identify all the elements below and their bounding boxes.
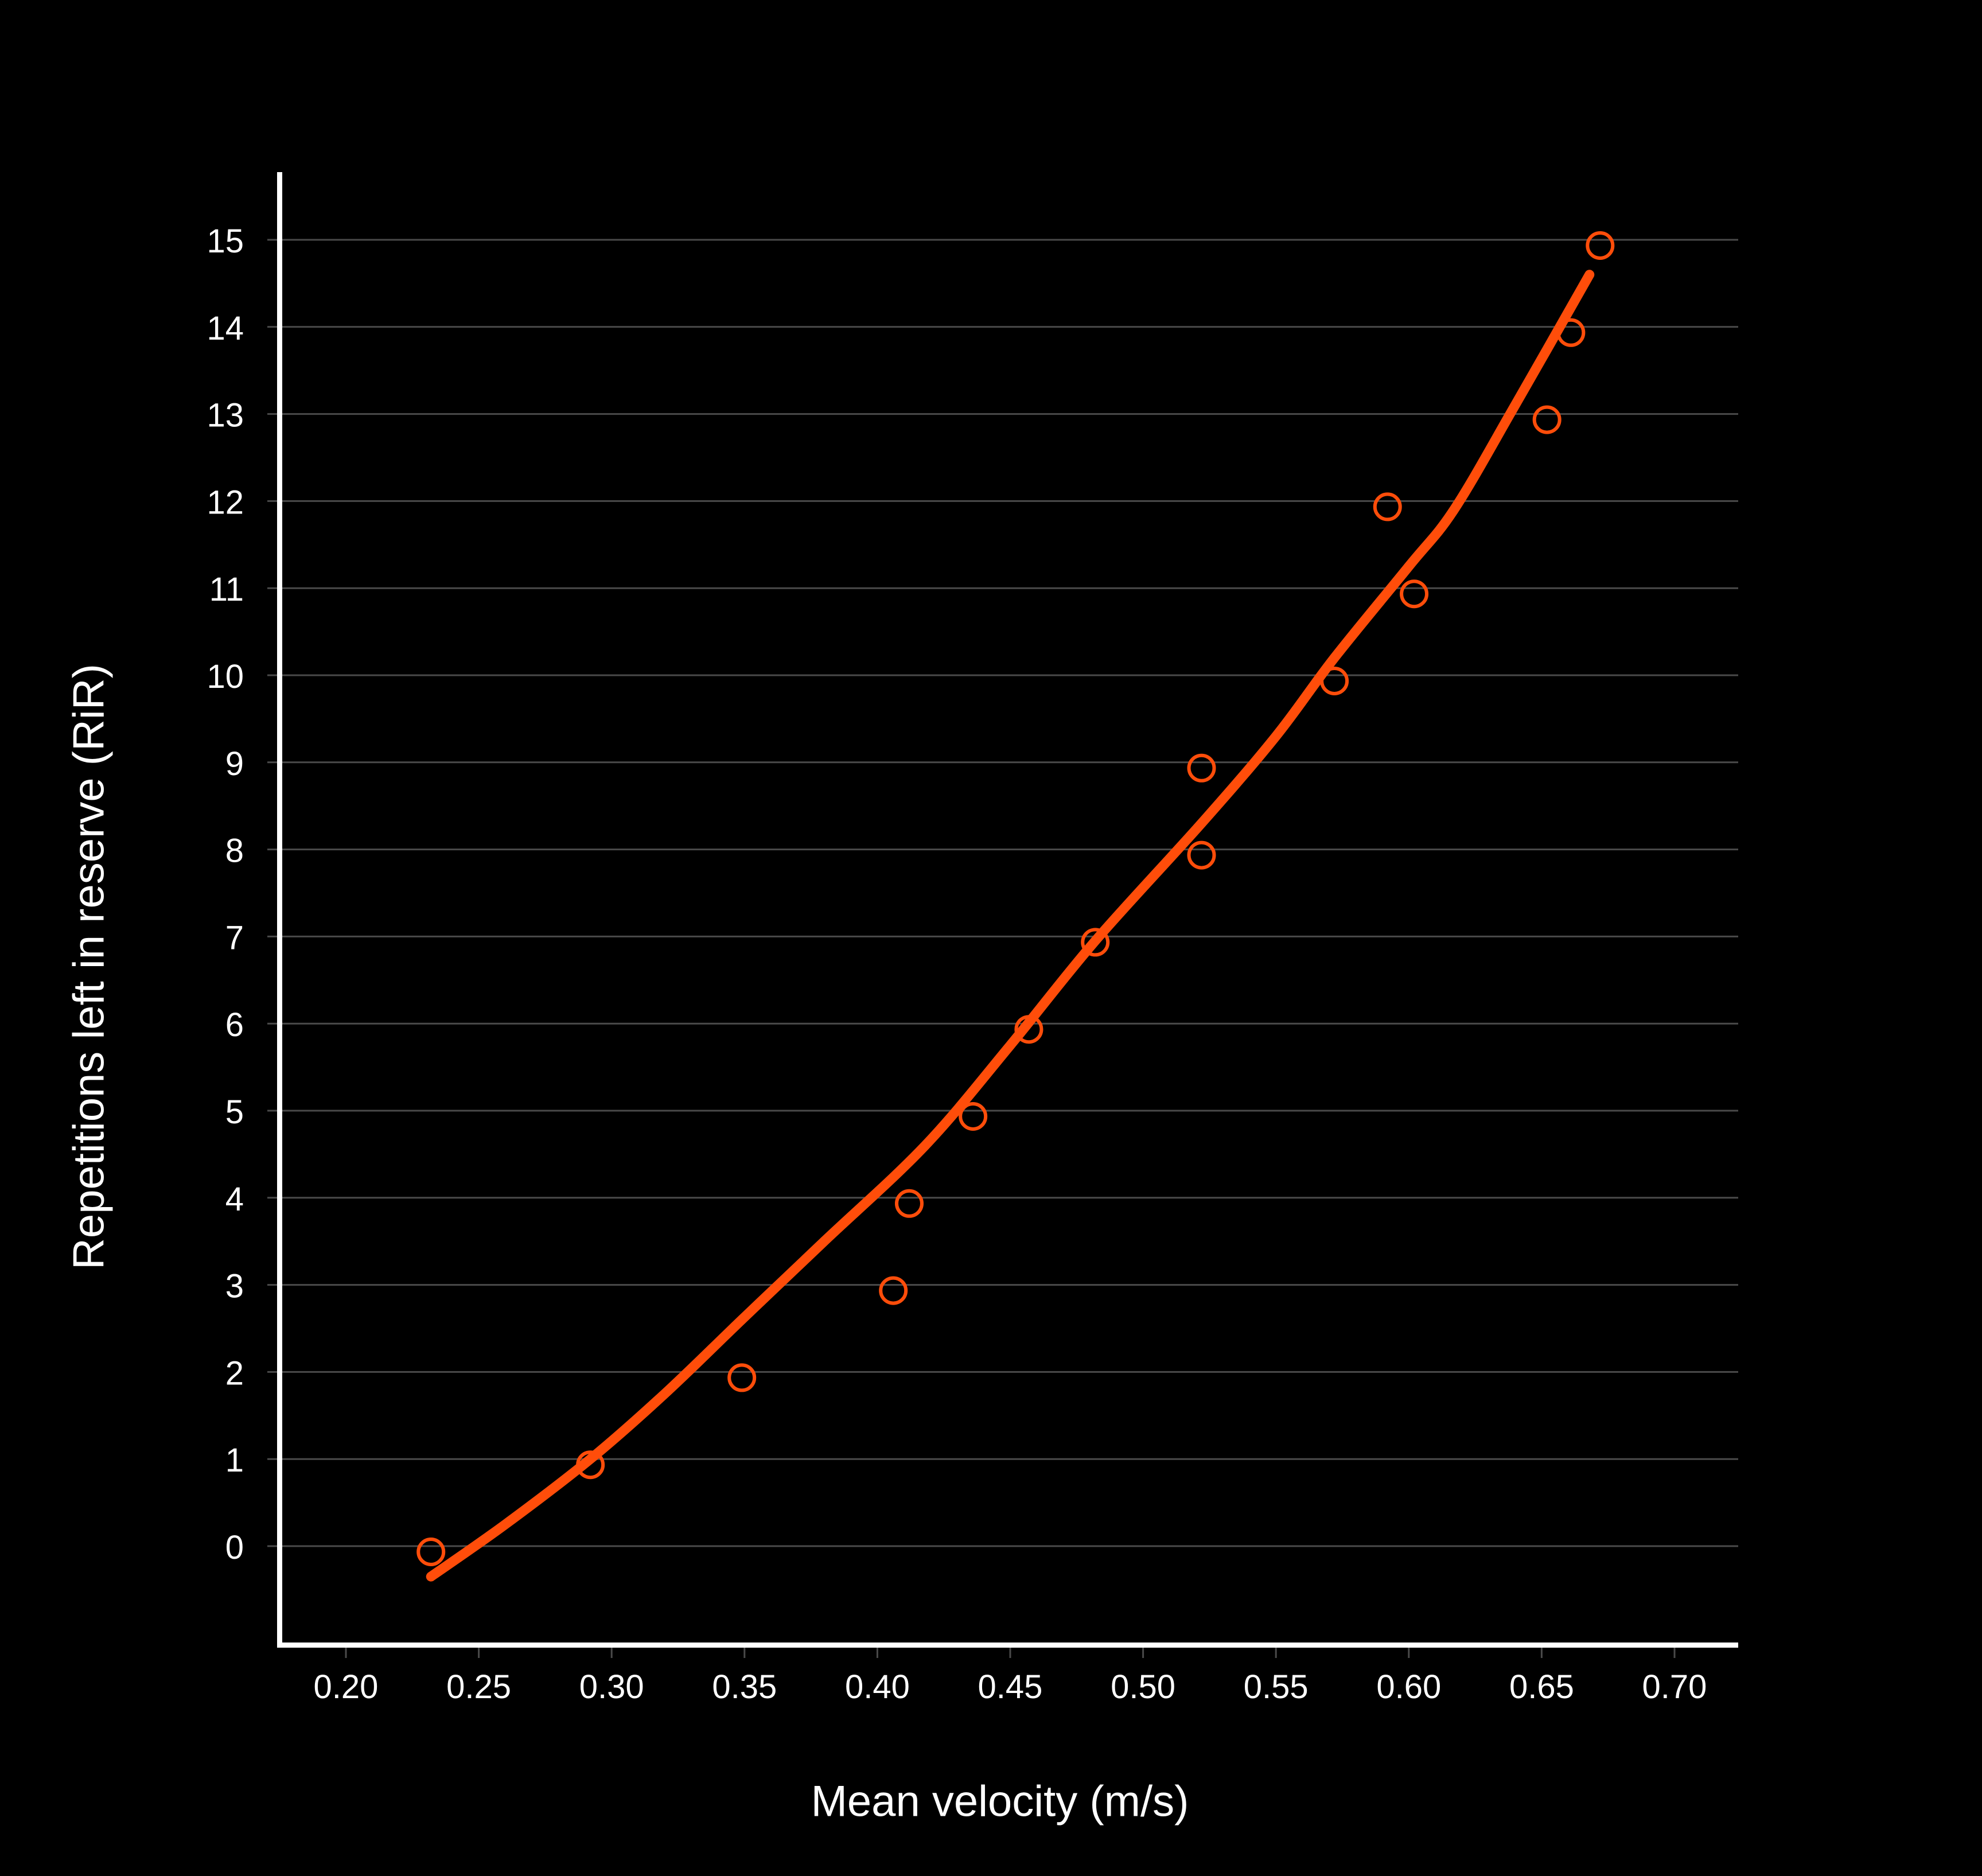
data-point-circle bbox=[894, 1189, 924, 1218]
y-tick-label: 14 bbox=[207, 310, 244, 347]
x-tick-label: 0.55 bbox=[1244, 1668, 1309, 1706]
y-tick-label: 1 bbox=[225, 1442, 244, 1479]
data-point-circle bbox=[576, 1450, 605, 1480]
x-axis-line bbox=[277, 1643, 1738, 1648]
y-tick-label: 8 bbox=[225, 832, 244, 870]
x-tick-label: 0.60 bbox=[1376, 1668, 1441, 1706]
y-tick-label: 15 bbox=[207, 223, 244, 260]
y-tick-label: 7 bbox=[225, 919, 244, 956]
y-tick-label: 13 bbox=[207, 397, 244, 434]
x-tick-label: 0.70 bbox=[1642, 1668, 1707, 1706]
data-point-circle bbox=[727, 1363, 757, 1392]
y-tick-label: 11 bbox=[209, 571, 244, 608]
data-point-circle bbox=[1556, 318, 1586, 347]
data-point-circle bbox=[1081, 928, 1110, 957]
y-tick-label: 5 bbox=[225, 1093, 244, 1131]
data-point-circle bbox=[1014, 1015, 1043, 1044]
y-tick-label: 3 bbox=[225, 1268, 244, 1305]
y-tick-label: 10 bbox=[207, 658, 244, 695]
data-point-circle bbox=[1400, 579, 1429, 609]
y-tick-label: 0 bbox=[225, 1529, 244, 1566]
y-tick-label: 9 bbox=[225, 745, 244, 783]
x-tick-label: 0.35 bbox=[712, 1668, 777, 1706]
data-points bbox=[416, 231, 1615, 1566]
x-axis-ticks: 0.20 0.25 0.30 0.35 0.40 0.45 0.50 0.55 0.60 0.65… bbox=[314, 1648, 1707, 1706]
y-tick-label: 2 bbox=[225, 1355, 244, 1392]
x-tick-label: 0.40 bbox=[845, 1668, 910, 1706]
x-tick-label: 0.45 bbox=[978, 1668, 1043, 1706]
x-tick-label: 0.20 bbox=[314, 1668, 379, 1706]
x-axis-label: Mean velocity (m/s) bbox=[811, 1777, 1189, 1826]
y-axis-label: Repetitions left in reserve (RiR) bbox=[64, 664, 114, 1270]
data-point-circle bbox=[1187, 753, 1216, 783]
data-point-circle bbox=[1532, 405, 1562, 434]
data-point-circle bbox=[1586, 231, 1615, 260]
data-point-circle bbox=[879, 1276, 908, 1305]
data-point-circle bbox=[1187, 840, 1216, 870]
data-point-circle bbox=[416, 1538, 446, 1566]
fit-curve bbox=[426, 270, 1595, 1582]
fit-line bbox=[426, 270, 1595, 1582]
x-tick-label: 0.50 bbox=[1111, 1668, 1175, 1706]
x-tick-label: 0.65 bbox=[1509, 1668, 1574, 1706]
gridlines bbox=[267, 239, 1738, 1547]
y-axis-line bbox=[277, 172, 282, 1648]
data-point-circle bbox=[1373, 492, 1402, 521]
data-point-circle bbox=[1320, 667, 1349, 695]
y-tick-label: 6 bbox=[225, 1006, 244, 1044]
x-tick-label: 0.30 bbox=[579, 1668, 644, 1706]
y-tick-label: 4 bbox=[225, 1181, 244, 1218]
x-tick-label: 0.25 bbox=[446, 1668, 511, 1706]
data-point-circle bbox=[959, 1102, 988, 1131]
y-tick-label: 12 bbox=[207, 484, 244, 521]
